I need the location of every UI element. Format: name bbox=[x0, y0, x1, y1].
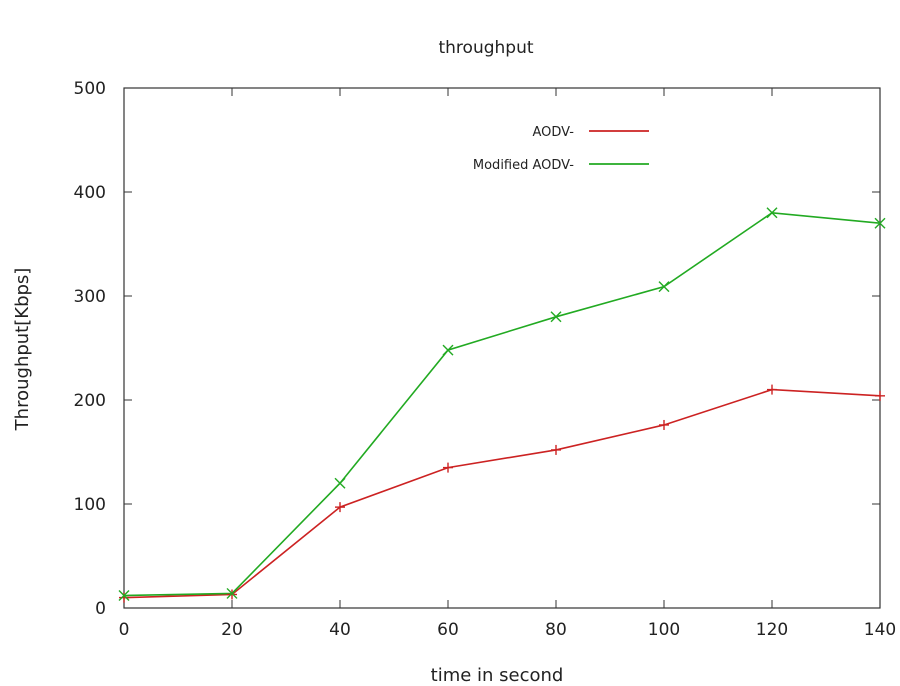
data-point bbox=[767, 384, 777, 395]
y-tick-label: 200 bbox=[74, 391, 106, 411]
data-point bbox=[119, 592, 129, 603]
plot-frame bbox=[123, 87, 881, 609]
data-point bbox=[550, 311, 562, 323]
data-point bbox=[551, 444, 561, 455]
x-tick-label: 20 bbox=[221, 620, 243, 640]
y-axis-title: Throughput[Kbps] bbox=[12, 268, 33, 432]
y-tick-label: 400 bbox=[74, 183, 106, 203]
data-point bbox=[658, 281, 670, 293]
legend-label: AODV- bbox=[532, 125, 574, 140]
marker-stroke bbox=[550, 311, 562, 323]
x-tick-label: 60 bbox=[437, 620, 459, 640]
series-line-2 bbox=[123, 211, 881, 597]
marker-stroke bbox=[874, 217, 886, 229]
marker-stroke bbox=[658, 281, 670, 293]
axes: 0 20 40 60 80 100 120 140 0 100 200 300 400 500 bbox=[74, 79, 897, 640]
data-point bbox=[334, 477, 346, 489]
y-tick-label: 0 bbox=[95, 599, 106, 619]
x-tick-label: 80 bbox=[545, 620, 567, 640]
marker-stroke bbox=[118, 590, 130, 602]
y-tick-label: 500 bbox=[74, 79, 106, 99]
marker-stroke bbox=[442, 344, 454, 356]
legend: AODV- Modified AODV- bbox=[473, 125, 649, 173]
x-axis-title: time in second bbox=[431, 665, 564, 686]
x-tick-label: 100 bbox=[648, 620, 680, 640]
data-point bbox=[659, 419, 669, 430]
data-point bbox=[227, 589, 237, 600]
marker-stroke bbox=[334, 477, 346, 489]
data-point bbox=[226, 587, 238, 599]
series-line-1 bbox=[123, 388, 881, 599]
y-tick-label: 100 bbox=[74, 495, 106, 515]
x-tick-label: 140 bbox=[864, 620, 896, 640]
data-point bbox=[443, 462, 453, 473]
data-point bbox=[875, 390, 885, 401]
x-tick-label: 120 bbox=[756, 620, 788, 640]
data-point bbox=[442, 344, 454, 356]
data-point bbox=[766, 207, 778, 219]
data-point bbox=[118, 590, 130, 602]
marker-stroke bbox=[226, 587, 238, 599]
x-tick-label: 40 bbox=[329, 620, 351, 640]
data-point bbox=[874, 217, 886, 229]
legend-label: Modified AODV- bbox=[473, 158, 574, 173]
x-tick-label: 0 bbox=[119, 620, 130, 640]
y-tick-label: 300 bbox=[74, 287, 106, 307]
data-point bbox=[335, 502, 345, 513]
chart-title: throughput bbox=[438, 38, 533, 58]
series-markers bbox=[118, 207, 886, 603]
series-lines bbox=[123, 211, 881, 599]
marker-stroke bbox=[766, 207, 778, 219]
